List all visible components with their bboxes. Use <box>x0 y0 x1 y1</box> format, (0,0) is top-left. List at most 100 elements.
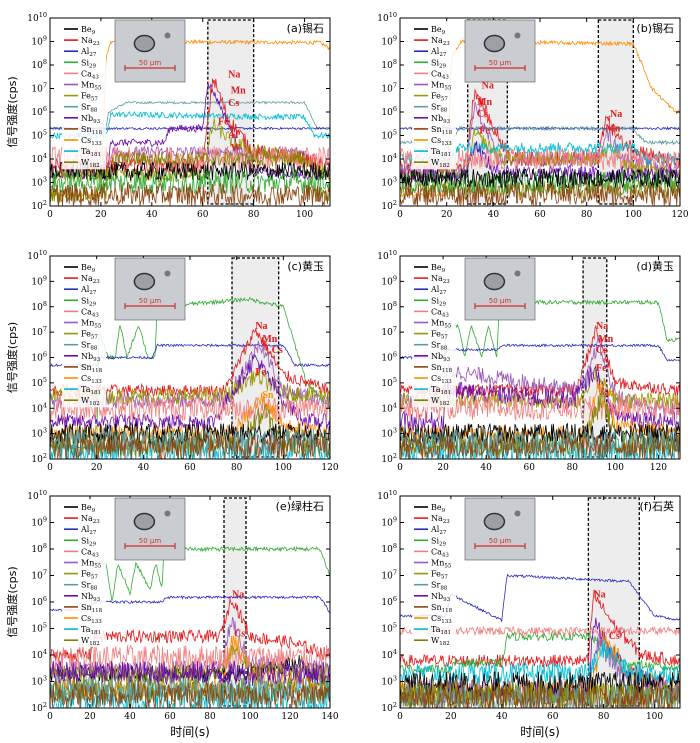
series-line-be <box>50 422 330 446</box>
x-tick-label: 60 <box>547 712 559 722</box>
series-line-cs <box>50 392 330 443</box>
legend-label: Ta181 <box>431 625 451 636</box>
y-tick-label: 103 <box>381 675 397 688</box>
legend-label: Be9 <box>81 25 96 36</box>
x-tick-label: 0 <box>47 463 53 473</box>
y-tick-label: 109 <box>381 274 397 287</box>
shaded-window <box>207 19 255 205</box>
y-tick-label: 1010 <box>27 11 47 24</box>
inclusion-shape <box>133 34 156 53</box>
y-tick-label: 105 <box>381 622 397 635</box>
element-annotation: Na <box>593 589 605 600</box>
y-tick-label: 102 <box>31 452 47 465</box>
y-tick-label: 105 <box>31 376 47 389</box>
legend-label: Si29 <box>431 296 447 307</box>
element-annotation: Cs <box>228 98 239 109</box>
y-tick-label: 109 <box>381 516 397 529</box>
x-tick-label: 0 <box>397 210 403 220</box>
y-tick-label: 108 <box>381 58 397 71</box>
legend-label: Mn55 <box>431 81 452 92</box>
legend-label: Sn118 <box>431 125 453 136</box>
series-line-ca <box>50 644 330 672</box>
panel-1: 102 103 104 105 106 107 108 109 1010 0 20 40 60 80 100… <box>377 11 689 220</box>
legend-label: Nb93 <box>431 352 451 363</box>
legend-label: W182 <box>81 158 100 169</box>
y-tick-label: 105 <box>31 129 47 142</box>
element-annotation: Mn <box>477 97 492 108</box>
inset-micrograph: 50 μm <box>464 19 536 83</box>
y-tick-label: 102 <box>31 199 47 212</box>
x-tick-label: 120 <box>671 210 688 220</box>
element-annotation: W <box>231 143 241 154</box>
y-axis-title: 信号强度(cps) <box>5 566 19 637</box>
legend-label: Fe57 <box>431 92 448 103</box>
panel-2: 102 103 104 105 106 107 108 109 1010 0 20 40 60 80 100… <box>5 249 339 473</box>
series-line-be <box>400 422 680 445</box>
legend-label: Nb93 <box>431 592 451 603</box>
inclusion-dot <box>164 270 171 277</box>
y-tick-label: 104 <box>31 401 47 414</box>
scale-bar-label: 50 μm <box>139 537 162 545</box>
inclusion-dot <box>164 32 171 39</box>
legend-label: Be9 <box>431 263 446 274</box>
legend: Be9Na23Al27Si29Ca43Mn55Fe57Sr88Nb93Sn118… <box>412 259 456 408</box>
element-annotation: Na <box>596 321 608 332</box>
x-tick-label: 20 <box>441 210 453 220</box>
element-annotation: Na <box>482 81 494 92</box>
series-line-fe <box>50 645 330 684</box>
legend-label: Be9 <box>81 503 96 514</box>
inset-micrograph: 50 μm <box>464 257 536 321</box>
legend-label: W182 <box>431 636 450 647</box>
x-tick-label: 80 <box>598 712 610 722</box>
legend-label: Ca43 <box>431 547 449 558</box>
legend-label: Be9 <box>431 503 446 514</box>
legend-label: Fe57 <box>81 330 98 341</box>
element-annotation: Cs <box>234 628 245 639</box>
y-tick-label: 106 <box>381 105 397 118</box>
element-annotation: Fe <box>218 116 229 127</box>
legend-label: Si29 <box>81 296 97 307</box>
x-tick-label: 80 <box>204 712 216 722</box>
legend-label: Si29 <box>81 536 97 547</box>
y-tick-label: 108 <box>381 300 397 313</box>
series-line-ta <box>400 639 680 685</box>
legend-label: Sn118 <box>81 603 103 614</box>
inclusion-dot <box>514 32 521 39</box>
scale-bar-label: 50 μm <box>139 297 162 305</box>
legend-label: Ta181 <box>431 385 451 396</box>
x-tick-label: 140 <box>321 712 338 722</box>
y-tick-label: 106 <box>31 351 47 364</box>
legend-label: W182 <box>431 158 450 169</box>
panel-title: (b)锡石 <box>636 21 674 35</box>
element-annotation: Na <box>228 69 240 80</box>
y-tick-label: 1010 <box>27 249 47 262</box>
x-tick-label: 100 <box>625 210 642 220</box>
scale-bar-label: 50 μm <box>489 537 512 545</box>
series-group <box>400 39 680 206</box>
x-tick-label: 40 <box>124 712 136 722</box>
legend-label: Na23 <box>81 36 100 47</box>
element-annotation: Sn <box>602 388 614 399</box>
panel-title: (a)锡石 <box>287 21 324 35</box>
element-annotation: Mn <box>262 334 277 345</box>
series-line-sn <box>400 684 680 708</box>
inset-micrograph: 50 μm <box>114 497 186 561</box>
legend-label: Cs133 <box>431 136 452 147</box>
series-line-sn <box>50 182 330 206</box>
legend-label: Sn118 <box>81 125 103 136</box>
legend-label: Cs133 <box>431 374 452 385</box>
legend-label: Na23 <box>431 36 450 47</box>
element-annotation: Mn <box>605 123 620 134</box>
y-tick-label: 108 <box>381 542 397 555</box>
legend-label: Ta181 <box>431 147 451 158</box>
y-tick-label: 103 <box>31 176 47 189</box>
y-tick-label: 108 <box>31 300 47 313</box>
y-tick-label: 104 <box>381 152 397 165</box>
y-tick-label: 1010 <box>27 489 47 502</box>
panel-title: (e)绿柱石 <box>276 499 324 513</box>
y-tick-label: 107 <box>381 82 397 95</box>
series-line-si <box>50 170 330 196</box>
legend-label: Sr88 <box>81 581 98 592</box>
legend-label: Mn55 <box>81 81 102 92</box>
